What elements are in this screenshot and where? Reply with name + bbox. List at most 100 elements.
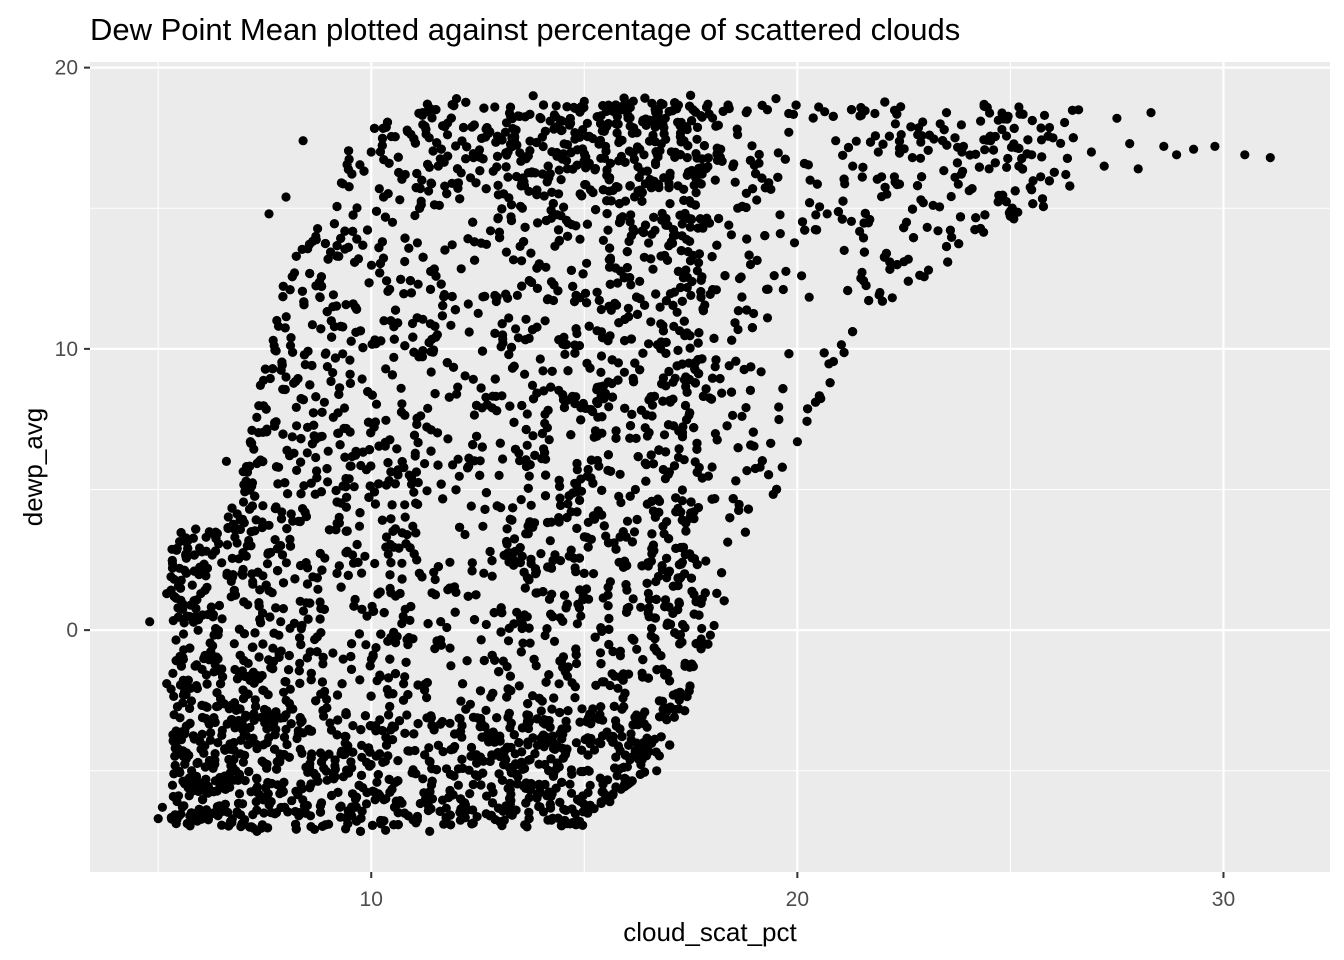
- data-point: [306, 675, 316, 685]
- data-point: [637, 196, 647, 206]
- data-point: [596, 351, 607, 361]
- data-point: [217, 820, 227, 830]
- data-point: [673, 345, 683, 355]
- data-point: [712, 588, 722, 599]
- data-point: [685, 681, 695, 691]
- data-point: [331, 485, 341, 496]
- data-point: [347, 763, 357, 773]
- data-point: [612, 111, 622, 121]
- data-point: [644, 747, 654, 757]
- data-point: [302, 800, 312, 811]
- data-point: [454, 471, 464, 481]
- data-point: [648, 459, 659, 469]
- data-point: [808, 113, 818, 123]
- data-point: [731, 356, 741, 366]
- data-point: [424, 133, 434, 143]
- data-point: [551, 783, 561, 793]
- data-point: [438, 121, 448, 131]
- data-point: [581, 152, 591, 162]
- data-point: [197, 664, 207, 674]
- data-point: [616, 497, 626, 508]
- data-point: [319, 604, 329, 615]
- data-point: [527, 325, 538, 335]
- data-point: [640, 458, 650, 468]
- data-point: [222, 540, 232, 550]
- data-point: [461, 704, 471, 714]
- data-point: [488, 727, 498, 737]
- data-point: [638, 348, 648, 358]
- data-point: [468, 712, 479, 722]
- data-point: [423, 619, 433, 629]
- data-point: [540, 418, 550, 428]
- data-point: [281, 558, 291, 568]
- data-point: [532, 714, 542, 724]
- data-point: [502, 692, 512, 702]
- data-point: [621, 580, 631, 590]
- data-point: [1036, 172, 1046, 182]
- data-point: [485, 811, 495, 821]
- data-point: [312, 466, 322, 476]
- data-point: [635, 715, 645, 725]
- data-point: [714, 213, 724, 224]
- data-point: [547, 704, 557, 714]
- data-point: [396, 274, 406, 284]
- data-point: [544, 787, 554, 797]
- data-point: [178, 690, 189, 700]
- data-point: [1037, 152, 1047, 162]
- data-point: [720, 271, 730, 281]
- data-point: [542, 624, 552, 634]
- data-point: [707, 373, 718, 383]
- data-point: [524, 276, 534, 286]
- data-point: [386, 514, 396, 524]
- data-point: [674, 560, 685, 570]
- data-point: [438, 301, 448, 311]
- data-point: [305, 598, 315, 608]
- data-point: [463, 591, 473, 601]
- data-point: [622, 516, 633, 526]
- data-point: [336, 233, 346, 243]
- data-point: [733, 306, 744, 316]
- data-point: [680, 658, 690, 669]
- data-point: [550, 550, 560, 560]
- data-point: [578, 125, 588, 135]
- data-point: [295, 658, 305, 669]
- data-point: [679, 316, 689, 326]
- data-point: [502, 743, 512, 754]
- data-point: [565, 113, 575, 124]
- data-point: [544, 435, 554, 445]
- data-point: [685, 222, 695, 232]
- data-point: [592, 112, 602, 122]
- data-point: [202, 679, 212, 689]
- data-point: [497, 391, 507, 401]
- data-point: [243, 740, 253, 750]
- data-point: [521, 798, 531, 808]
- data-point: [1044, 122, 1055, 133]
- data-point: [294, 516, 304, 527]
- data-point: [923, 145, 933, 155]
- data-point: [358, 240, 368, 250]
- data-point: [679, 269, 689, 279]
- data-point: [557, 777, 567, 788]
- data-point: [463, 463, 473, 473]
- data-point: [687, 276, 697, 287]
- data-point: [688, 105, 698, 115]
- data-point: [456, 794, 466, 804]
- data-point: [503, 712, 513, 723]
- data-point: [686, 90, 696, 100]
- data-point: [506, 111, 516, 121]
- data-point: [693, 503, 704, 513]
- data-point: [368, 650, 378, 660]
- data-point: [563, 706, 573, 716]
- data-point: [598, 185, 608, 195]
- data-point: [492, 406, 502, 416]
- data-point: [534, 779, 544, 789]
- data-point: [1065, 181, 1075, 191]
- data-point: [636, 405, 647, 415]
- data-point: [205, 735, 215, 745]
- data-point: [536, 113, 546, 124]
- data-point: [640, 707, 650, 717]
- data-point: [297, 620, 307, 630]
- data-point: [390, 669, 401, 679]
- data-point: [495, 438, 505, 448]
- data-point: [338, 654, 348, 664]
